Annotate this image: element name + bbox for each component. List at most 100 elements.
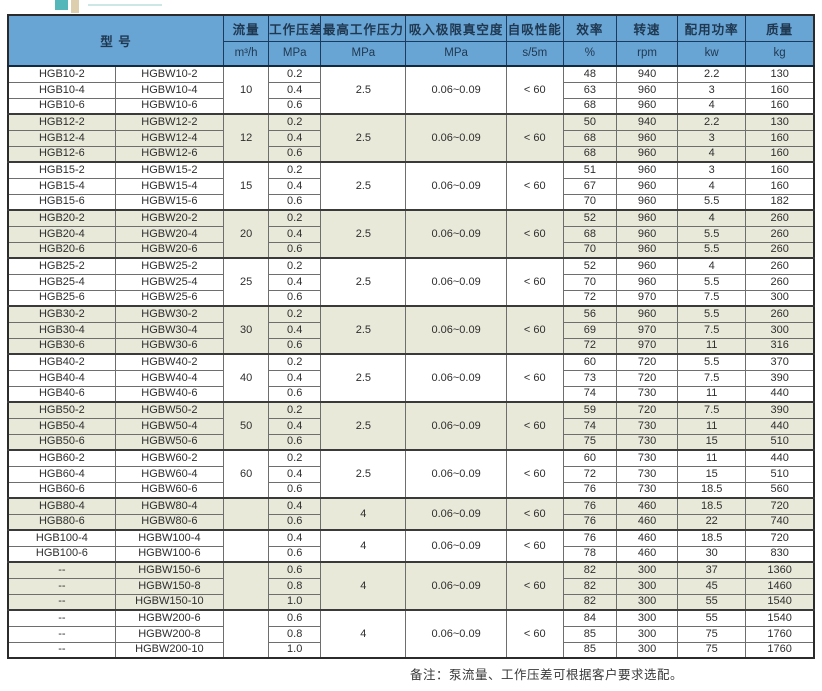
efficiency-cell: 48 [562,65,617,83]
self-priming-cell: < 60 [505,561,564,611]
model-b-cell: HGBW25-6 [114,289,225,307]
flow-cell [223,529,270,563]
diff-pressure-cell: 0.4 [268,529,322,547]
vacuum-cell: 0.06~0.09 [405,401,507,451]
header-rpm: 转速 [615,14,679,42]
efficiency-cell: 85 [562,641,617,659]
model-b-cell: HGBW200-6 [114,609,225,627]
mass-cell: 130 [745,65,815,83]
model-b-cell: HGBW80-4 [114,497,225,515]
diff-pressure-cell: 0.2 [268,305,322,323]
power-cell: 3 [677,81,747,99]
table-row: HGB20-2 HGBW20-2 20 0.2 2.5 0.06~0.09 < 60 52 96… [7,209,815,259]
diff-pressure-cell: 0.2 [268,161,322,179]
rpm-cell: 960 [615,193,679,211]
header-efficiency: 效率 [562,14,617,42]
power-cell: 5.5 [677,241,747,259]
rpm-cell: 730 [615,481,679,499]
mass-cell: 160 [745,177,815,195]
rpm-cell: 970 [615,289,679,307]
model-a-cell: -- [7,561,116,579]
table-row: HGB50-6 HGBW50-6 0.6 75 730 15 510 [7,433,815,451]
power-cell: 22 [677,513,747,531]
efficiency-cell: 76 [562,529,617,547]
table-row: HGB25-2 HGBW25-2 25 0.2 2.5 0.06~0.09 < 60 52 96… [7,257,815,307]
table-row: HGB50-4 HGBW50-4 0.4 74 730 11 440 [7,417,815,435]
model-b-cell: HGBW60-4 [114,465,225,483]
table-row: -- HGBW150-10 1.0 82 300 55 1540 [7,593,815,611]
diff-pressure-cell: 0.6 [268,545,322,563]
rpm-cell: 960 [615,305,679,323]
header-mass-unit: kg [745,40,815,67]
header-self-priming-unit: s/5m [505,40,564,67]
diff-pressure-cell: 0.6 [268,385,322,403]
header-vacuum-unit: MPa [405,40,507,67]
mass-cell: 300 [745,289,815,307]
model-b-cell: HGBW40-2 [114,353,225,371]
rpm-cell: 730 [615,385,679,403]
diff-pressure-cell: 0.6 [268,241,322,259]
mass-cell: 300 [745,321,815,339]
table-row: -- HGBW200-8 0.8 85 300 75 1760 [7,625,815,643]
model-a-cell: HGB50-6 [7,433,116,451]
efficiency-cell: 72 [562,465,617,483]
flow-cell: 25 [223,257,270,307]
diff-pressure-cell: 0.6 [268,561,322,579]
mass-cell: 1760 [745,625,815,643]
diff-pressure-cell: 0.8 [268,577,322,595]
table-row: HGB100-6 HGBW100-6 0.6 78 460 30 830 [7,545,815,563]
max-pressure-cell: 2.5 [320,257,407,307]
model-a-cell: HGB25-6 [7,289,116,307]
section-marker-icon [55,0,68,10]
power-cell: 11 [677,385,747,403]
mass-cell: 390 [745,369,815,387]
diff-pressure-cell: 0.6 [268,513,322,531]
efficiency-cell: 78 [562,545,617,563]
table-row: HGB10-2 HGBW10-2 10 0.2 2.5 0.06~0.09 < 60 48 94… [7,65,815,115]
rpm-cell: 970 [615,321,679,339]
mass-cell: 316 [745,337,815,355]
diff-pressure-cell: 0.6 [268,609,322,627]
power-cell: 2.2 [677,113,747,131]
table-row: HGB20-6 HGBW20-6 0.6 70 960 5.5 260 [7,241,815,259]
rpm-cell: 460 [615,497,679,515]
power-cell: 15 [677,465,747,483]
table-header: 型 号 流量 工作压差 最高工作压力 吸入极限真空度 自吸性能 效率 转速 配用… [7,14,815,67]
vacuum-cell: 0.06~0.09 [405,257,507,307]
header-flow-unit: m³/h [223,40,270,67]
diff-pressure-cell: 0.4 [268,225,322,243]
model-b-cell: HGBW20-6 [114,241,225,259]
diff-pressure-cell: 0.6 [268,97,322,115]
flow-cell: 12 [223,113,270,163]
rpm-cell: 730 [615,449,679,467]
vacuum-cell: 0.06~0.09 [405,529,507,563]
diff-pressure-cell: 0.2 [268,65,322,83]
power-cell: 55 [677,609,747,627]
model-b-cell: HGBW30-4 [114,321,225,339]
efficiency-cell: 68 [562,129,617,147]
model-b-cell: HGBW15-6 [114,193,225,211]
diff-pressure-cell: 1.0 [268,641,322,659]
model-a-cell: HGB20-2 [7,209,116,227]
efficiency-cell: 82 [562,593,617,611]
diff-pressure-cell: 0.6 [268,289,322,307]
efficiency-cell: 60 [562,449,617,467]
table-row: HGB12-2 HGBW12-2 12 0.2 2.5 0.06~0.09 < 60 50 94… [7,113,815,163]
vacuum-cell: 0.06~0.09 [405,113,507,163]
rpm-cell: 730 [615,417,679,435]
self-priming-cell: < 60 [505,257,564,307]
table-row: HGB10-6 HGBW10-6 0.6 68 960 4 160 [7,97,815,115]
rpm-cell: 300 [615,561,679,579]
model-b-cell: HGBW10-6 [114,97,225,115]
efficiency-cell: 76 [562,481,617,499]
table-row: HGB25-4 HGBW25-4 0.4 70 960 5.5 260 [7,273,815,291]
flow-cell: 30 [223,305,270,355]
self-priming-cell: < 60 [505,401,564,451]
model-b-cell: HGBW30-6 [114,337,225,355]
flow-cell: 20 [223,209,270,259]
model-b-cell: HGBW15-4 [114,177,225,195]
mass-cell: 720 [745,529,815,547]
diff-pressure-cell: 0.4 [268,81,322,99]
power-cell: 2.2 [677,65,747,83]
self-priming-cell: < 60 [505,449,564,499]
